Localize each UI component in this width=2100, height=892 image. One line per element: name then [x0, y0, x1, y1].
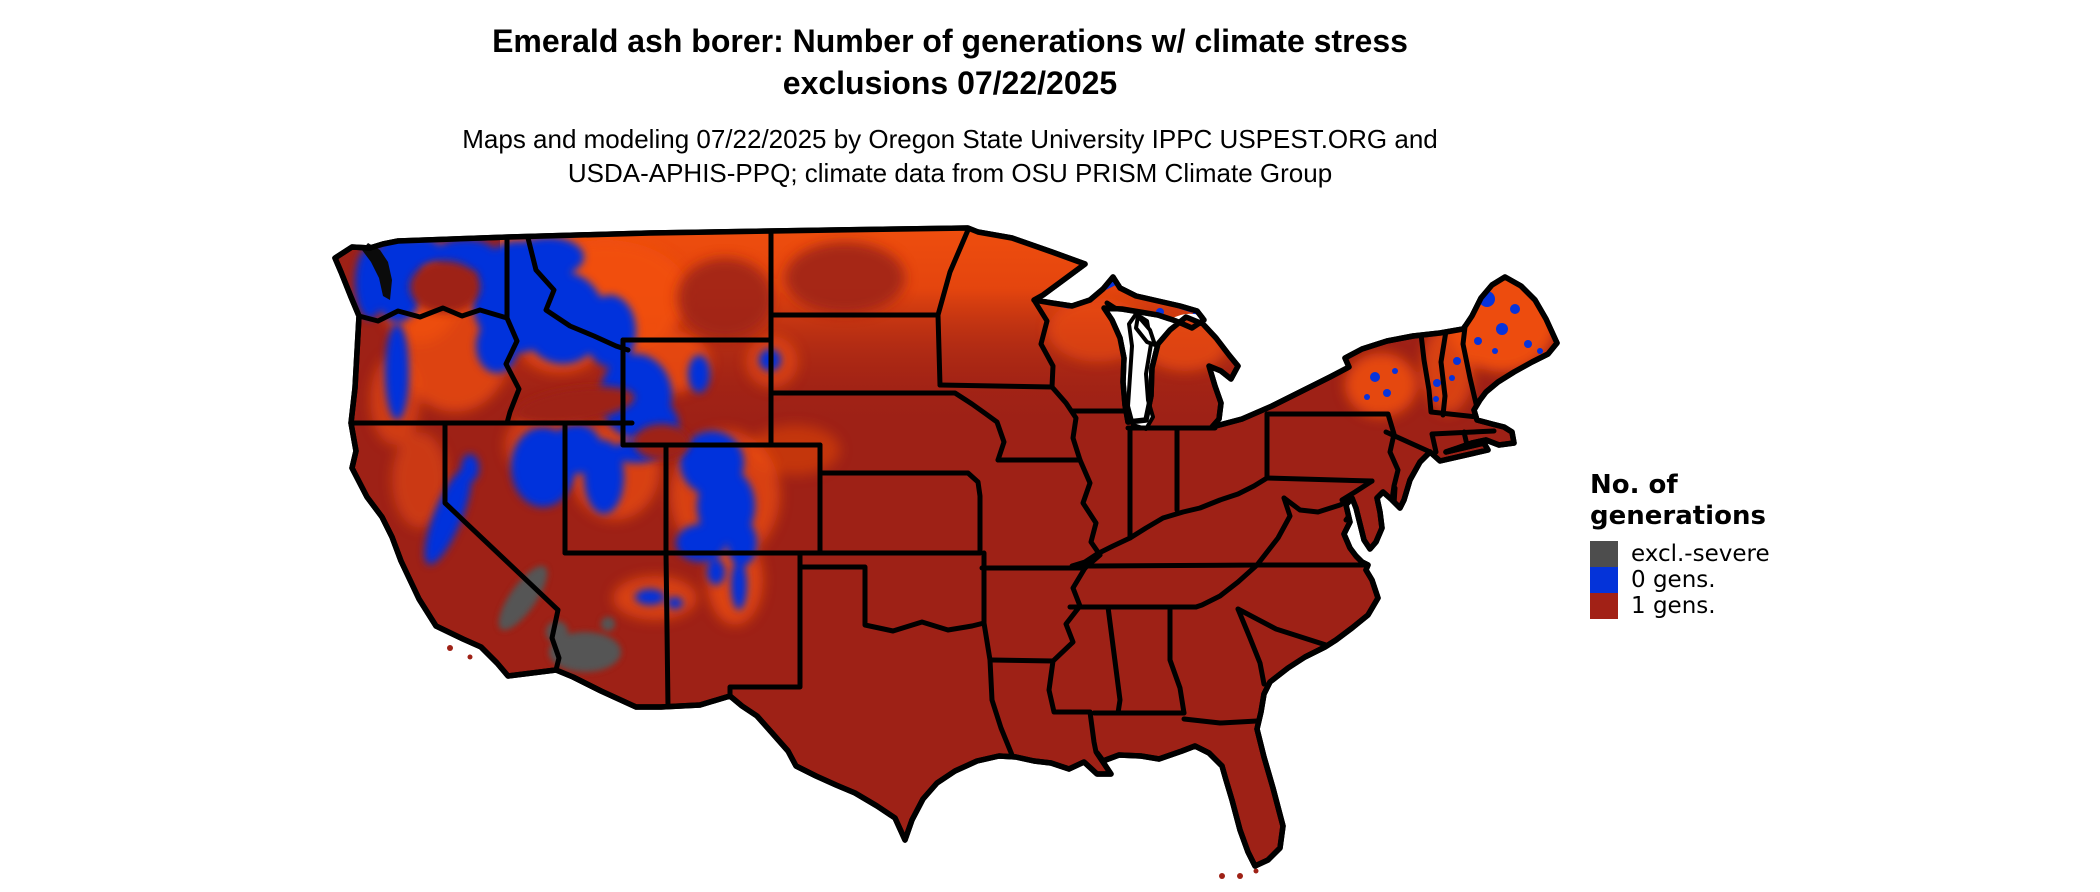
- excluded-severe-patches: [498, 565, 621, 672]
- great-lakes: [1126, 312, 1157, 431]
- offshore-islands: [447, 645, 1259, 879]
- zero-gens-swatch: [1590, 567, 1618, 593]
- legend-title-line-1: No. of: [1590, 470, 1678, 500]
- legend-title-line-2: generations: [1590, 501, 1766, 531]
- legend-title: No. of generations: [1590, 470, 1910, 532]
- one-gens-swatch: [1590, 593, 1618, 619]
- page-subtitle: Maps and modeling 07/22/2025 by Oregon S…: [0, 122, 1900, 190]
- legend-items: excl.-severe 0 gens. 1 gens.: [1590, 541, 1910, 619]
- excl-severe-swatch: [1590, 541, 1618, 567]
- green-bay: [1134, 314, 1157, 347]
- dark-red-valleys: [410, 261, 690, 460]
- legend-item-0-gens: 0 gens.: [1590, 567, 1910, 593]
- subtitle-line-1: Maps and modeling 07/22/2025 by Oregon S…: [462, 124, 1438, 154]
- title-line-2: exclusions 07/22/2025: [782, 65, 1118, 101]
- puget-sound: [362, 243, 392, 300]
- state-borders: [348, 228, 1497, 758]
- map-legend: No. of generations excl.-severe 0 gens. …: [1590, 470, 1910, 619]
- page-title: Emerald ash borer: Number of generations…: [0, 20, 1900, 104]
- dark-red-cores: [677, 242, 905, 338]
- zero-gens-label: 0 gens.: [1631, 567, 1716, 593]
- one-gens-label: 1 gens.: [1631, 593, 1716, 619]
- excl-severe-label: excl.-severe: [1631, 541, 1770, 567]
- legend-item-1-gens: 1 gens.: [1590, 593, 1910, 619]
- legend-item-excl-severe: excl.-severe: [1590, 541, 1910, 567]
- conus-outline: [332, 225, 1560, 869]
- subtitle-line-2: USDA-APHIS-PPQ; climate data from OSU PR…: [567, 158, 1333, 188]
- title-line-1: Emerald ash borer: Number of generations…: [492, 23, 1408, 59]
